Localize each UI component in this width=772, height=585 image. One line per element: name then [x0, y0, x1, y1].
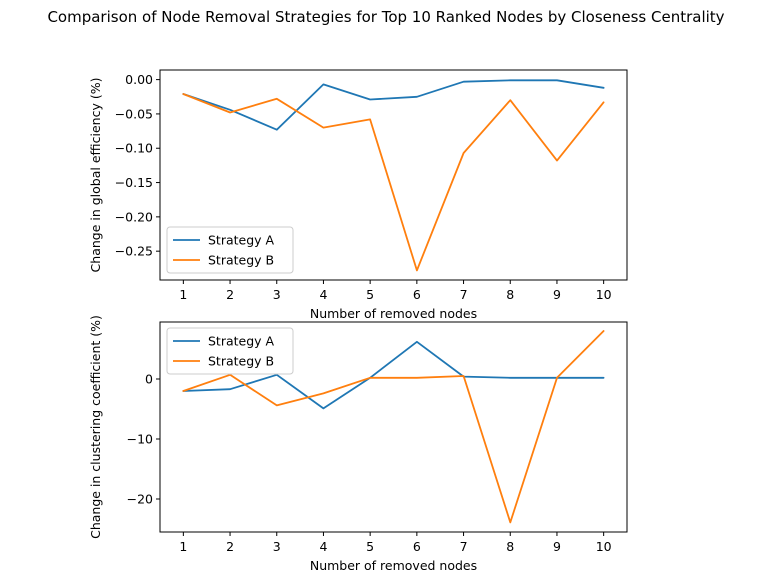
- legend-label: Strategy B: [208, 253, 274, 268]
- y-tick-label: −0.25: [115, 244, 153, 259]
- x-tick-label: 9: [553, 287, 561, 302]
- x-tick-label: 2: [226, 287, 234, 302]
- y-tick-label: 0.00: [125, 72, 153, 87]
- x-tick-label: 9: [553, 539, 561, 554]
- x-tick-label: 2: [226, 539, 234, 554]
- legend-label: Strategy A: [208, 233, 275, 248]
- x-tick-label: 7: [460, 539, 468, 554]
- legend-frame: [166, 226, 294, 274]
- legend-frame: [166, 327, 294, 375]
- legend-label: Strategy B: [208, 354, 274, 369]
- y-tick-label: −20: [127, 492, 153, 507]
- y-tick-label: −0.15: [115, 175, 153, 190]
- series-line-strategy-a: [182, 340, 605, 410]
- x-tick-label: 8: [506, 287, 514, 302]
- x-tick-label: 6: [413, 539, 421, 554]
- series-line-strategy-b: [182, 93, 605, 272]
- y-tick-label: −10: [127, 432, 153, 447]
- y-tick-label: −0.05: [115, 106, 153, 121]
- x-tick-label: 5: [366, 539, 374, 554]
- subplot-1: 1 2 3 4 5 6 7 8 9 10 0.00 −0.05 −0.10 −0.15 −0.20 −0.25…: [88, 69, 628, 321]
- y-axis-label: Change in clustering coefficient (%): [88, 315, 103, 539]
- x-axis-label: Number of removed nodes: [310, 558, 477, 573]
- y-tick-label: −0.10: [115, 141, 153, 156]
- y-tick-label: −0.20: [115, 209, 153, 224]
- series-line-strategy-b: [182, 330, 605, 524]
- x-tick-label: 7: [460, 287, 468, 302]
- x-tick-label: 5: [366, 287, 374, 302]
- x-tick-label: 3: [273, 539, 281, 554]
- y-tick-label: 0: [145, 372, 153, 387]
- x-tick-label: 3: [273, 287, 281, 302]
- figure-title: Comparison of Node Removal Strategies fo…: [47, 8, 724, 26]
- series-line-strategy-a: [182, 79, 605, 131]
- plots-container: 1 2 3 4 5 6 7 8 9 100.00−0.05−0.10−0.15−0.20−0.25…: [88, 69, 628, 573]
- x-tick-label: 1: [179, 287, 187, 302]
- x-tick-label: 8: [506, 539, 514, 554]
- x-axis-label: Number of removed nodes: [310, 306, 477, 321]
- x-tick-label: 10: [596, 287, 612, 302]
- legend: Strategy A Strategy B: [166, 226, 294, 274]
- x-tick-label: 1: [179, 539, 187, 554]
- x-tick-label: 6: [413, 287, 421, 302]
- x-tick-label: 4: [319, 539, 327, 554]
- legend-label: Strategy A: [208, 334, 275, 349]
- y-axis-label: Change in global efficiency (%): [88, 78, 103, 273]
- x-tick-label: 4: [319, 287, 327, 302]
- subplot-2: 1 2 3 4 5 6 7 8 9 10 0 −10 −20 Number of removed node…: [88, 315, 628, 573]
- legend: Strategy A Strategy B: [166, 327, 294, 375]
- x-tick-label: 10: [596, 539, 612, 554]
